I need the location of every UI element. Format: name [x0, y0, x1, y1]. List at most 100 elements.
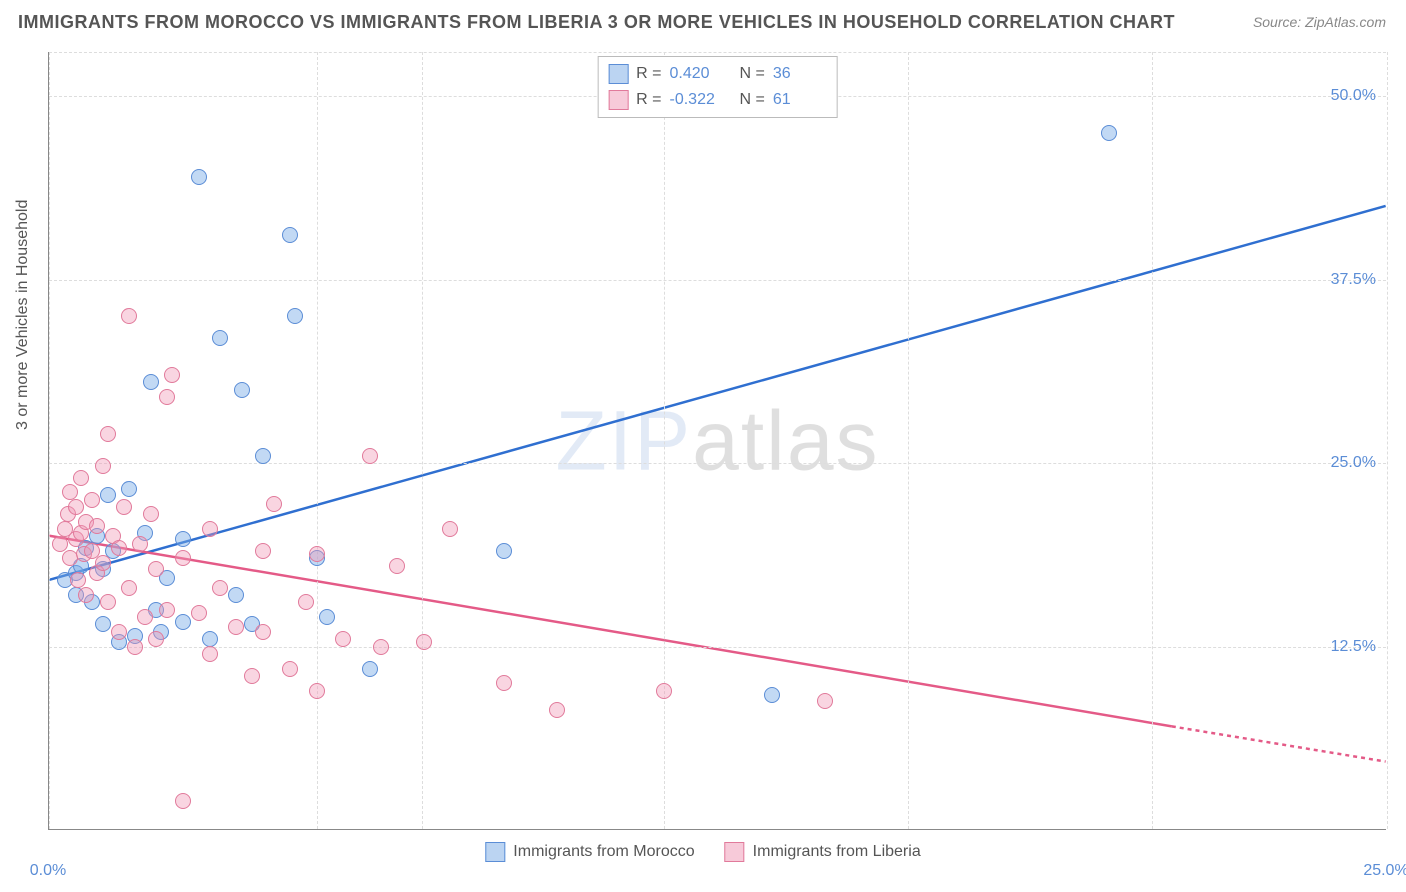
data-point-liberia: [202, 646, 218, 662]
data-point-liberia: [416, 634, 432, 650]
swatch-morocco-icon: [608, 64, 628, 84]
gridline-h: [49, 647, 1386, 648]
gridline-v: [317, 52, 318, 829]
data-point-morocco: [496, 543, 512, 559]
data-point-liberia: [335, 631, 351, 647]
data-point-liberia: [175, 793, 191, 809]
trend-line-liberia: [49, 536, 1171, 727]
data-point-liberia: [442, 521, 458, 537]
data-point-morocco: [1101, 125, 1117, 141]
data-point-liberia: [373, 639, 389, 655]
legend-series: Immigrants from Morocco Immigrants from …: [485, 842, 920, 862]
swatch-liberia-icon: [725, 842, 745, 862]
data-point-liberia: [496, 675, 512, 691]
data-point-morocco: [175, 531, 191, 547]
swatch-liberia-icon: [608, 90, 628, 110]
data-point-morocco: [764, 687, 780, 703]
legend-item-liberia: Immigrants from Liberia: [725, 842, 921, 862]
gridline-h: [49, 280, 1386, 281]
watermark-atlas: atlas: [692, 393, 879, 487]
gridline-h: [49, 52, 1386, 53]
data-point-morocco: [212, 330, 228, 346]
data-point-liberia: [78, 587, 94, 603]
data-point-liberia: [549, 702, 565, 718]
data-point-liberia: [143, 506, 159, 522]
data-point-liberia: [266, 496, 282, 512]
r-label: R =: [636, 65, 661, 83]
gridline-v: [1387, 52, 1388, 829]
data-point-liberia: [298, 594, 314, 610]
plot-area: ZIPatlas R = 0.420 N = 36 R = -0.322 N =…: [48, 52, 1386, 830]
data-point-morocco: [282, 227, 298, 243]
data-point-liberia: [111, 624, 127, 640]
data-point-morocco: [287, 308, 303, 324]
watermark: ZIPatlas: [555, 392, 879, 489]
trend-line-ext-liberia: [1172, 726, 1386, 761]
y-tick-label: 50.0%: [1331, 87, 1376, 105]
data-point-liberia: [73, 470, 89, 486]
data-point-liberia: [121, 308, 137, 324]
data-point-morocco: [228, 587, 244, 603]
data-point-liberia: [282, 661, 298, 677]
data-point-liberia: [159, 389, 175, 405]
data-point-liberia: [89, 518, 105, 534]
data-point-liberia: [84, 492, 100, 508]
data-point-liberia: [148, 561, 164, 577]
data-point-liberia: [228, 619, 244, 635]
gridline-v: [664, 52, 665, 829]
data-point-liberia: [202, 521, 218, 537]
swatch-morocco-icon: [485, 842, 505, 862]
data-point-liberia: [95, 555, 111, 571]
data-point-liberia: [212, 580, 228, 596]
x-tick-label: 25.0%: [1363, 862, 1406, 880]
gridline-v: [1152, 52, 1153, 829]
y-tick-label: 37.5%: [1331, 271, 1376, 289]
n-value-morocco: 36: [773, 65, 827, 83]
n-label: N =: [740, 65, 765, 83]
legend-stats-row-morocco: R = 0.420 N = 36: [608, 61, 827, 87]
r-value-liberia: -0.322: [670, 91, 724, 109]
data-point-liberia: [70, 572, 86, 588]
data-point-liberia: [191, 605, 207, 621]
watermark-zip: ZIP: [555, 393, 692, 487]
data-point-liberia: [132, 536, 148, 552]
data-point-liberia: [656, 683, 672, 699]
data-point-liberia: [100, 426, 116, 442]
data-point-liberia: [817, 693, 833, 709]
legend-item-morocco: Immigrants from Morocco: [485, 842, 694, 862]
legend-stats-box: R = 0.420 N = 36 R = -0.322 N = 61: [597, 56, 838, 118]
n-value-liberia: 61: [773, 91, 827, 109]
data-point-liberia: [362, 448, 378, 464]
data-point-morocco: [121, 481, 137, 497]
gridline-h: [49, 463, 1386, 464]
data-point-morocco: [319, 609, 335, 625]
data-point-liberia: [121, 580, 137, 596]
data-point-liberia: [389, 558, 405, 574]
data-point-liberia: [309, 683, 325, 699]
n-label: N =: [740, 91, 765, 109]
gridline-v: [908, 52, 909, 829]
data-point-morocco: [234, 382, 250, 398]
legend-label-liberia: Immigrants from Liberia: [753, 843, 921, 861]
gridline-v: [422, 52, 423, 829]
data-point-liberia: [137, 609, 153, 625]
trend-lines-layer: [49, 52, 1386, 829]
source-attribution: Source: ZipAtlas.com: [1253, 14, 1386, 30]
data-point-morocco: [95, 616, 111, 632]
legend-stats-row-liberia: R = -0.322 N = 61: [608, 87, 827, 113]
r-label: R =: [636, 91, 661, 109]
data-point-liberia: [68, 499, 84, 515]
data-point-liberia: [116, 499, 132, 515]
y-tick-label: 12.5%: [1331, 638, 1376, 656]
data-point-morocco: [175, 614, 191, 630]
data-point-morocco: [202, 631, 218, 647]
data-point-liberia: [95, 458, 111, 474]
x-tick-label: 0.0%: [30, 862, 66, 880]
data-point-liberia: [159, 602, 175, 618]
y-tick-label: 25.0%: [1331, 454, 1376, 472]
r-value-morocco: 0.420: [670, 65, 724, 83]
data-point-liberia: [127, 639, 143, 655]
data-point-liberia: [255, 543, 271, 559]
data-point-morocco: [191, 169, 207, 185]
data-point-liberia: [111, 540, 127, 556]
